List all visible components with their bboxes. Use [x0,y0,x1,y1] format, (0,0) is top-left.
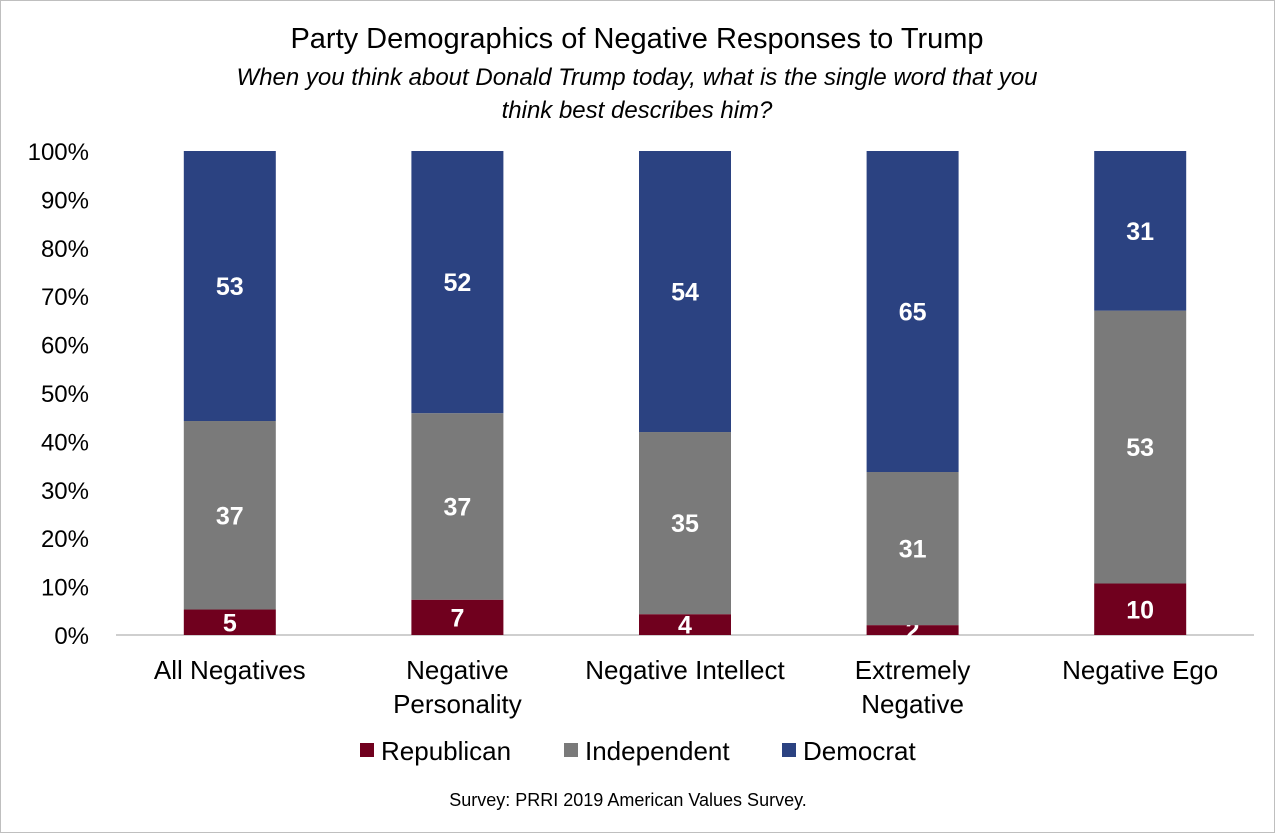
legend-swatch-independent [564,743,578,757]
y-tick-label: 10% [41,575,89,602]
y-axis: 0% 10% 20% 30% 40% 50% 60% 70% 80% 90% 100% [28,139,89,650]
data-label-independent: 37 [443,493,471,521]
data-label-republican: 10 [1126,596,1154,624]
bar-segment-independent [183,421,276,610]
y-tick-label: 80% [41,236,89,263]
data-label-independent: 31 [899,536,927,564]
y-tick-label: 60% [41,333,89,360]
bar-segment-independent [639,432,731,615]
data-label-independent: 53 [1126,434,1154,462]
bar-segment-republican [866,625,959,635]
bar-segment-independent [866,472,959,626]
y-tick-label: 30% [41,478,89,505]
data-label-republican: 7 [450,604,464,632]
data-label-republican: 5 [223,609,237,637]
y-tick-label: 0% [54,623,89,650]
y-tick-label: 50% [41,381,89,408]
category-label: Negative Intellect [585,655,785,685]
chart-title: Party Demographics of Negative Responses… [290,23,983,55]
bar-segment-republican [1094,583,1187,635]
data-label-independent: 35 [671,510,699,538]
bar-segment-democrat [1094,151,1187,311]
bar-segment-democrat [639,151,731,433]
bar-segment-republican [411,599,504,635]
chart-subtitle-line-1: When you think about Donald Trump today,… [237,64,1038,91]
source-note: Survey: PRRI 2019 American Values Survey… [449,790,807,810]
y-tick-label: 70% [41,284,89,311]
bar-segment-independent [1094,310,1187,584]
category-label: Negative Ego [1062,655,1218,685]
legend-label-democrat: Democrat [803,736,916,766]
data-label-democrat: 31 [1126,218,1154,246]
bar-segment-independent [411,413,504,600]
y-tick-label: 100% [28,139,89,166]
category-labels: All Negatives Negative Personality Negative… [154,655,1218,719]
bar-segment-republican [639,614,731,635]
legend-label-republican: Republican [381,736,511,766]
data-label-republican: 4 [678,612,692,640]
data-label-democrat: 52 [443,269,471,297]
y-tick-label: 20% [41,526,89,553]
legend-swatch-democrat [782,743,796,757]
bar-segment-republican [183,609,276,635]
legend-label-independent: Independent [585,736,730,766]
bar-segment-democrat [183,151,276,422]
data-label-democrat: 53 [216,273,244,301]
y-tick-label: 40% [41,429,89,456]
category-label: Negative [406,655,509,685]
legend-swatch-republican [360,743,374,757]
data-label-independent: 37 [216,502,244,530]
category-label: Personality [393,689,522,719]
bar-segment-democrat [866,151,959,473]
chart-subtitle-line-2: think best describes him? [502,97,773,124]
category-label: Negative [861,689,964,719]
y-tick-label: 90% [41,187,89,214]
data-label-democrat: 65 [899,299,927,327]
data-label-democrat: 54 [671,279,699,307]
bar-segment-democrat [411,151,504,414]
legend: Republican Independent Democrat [360,736,916,766]
category-label: Extremely [855,655,971,685]
category-label: All Negatives [154,655,306,685]
